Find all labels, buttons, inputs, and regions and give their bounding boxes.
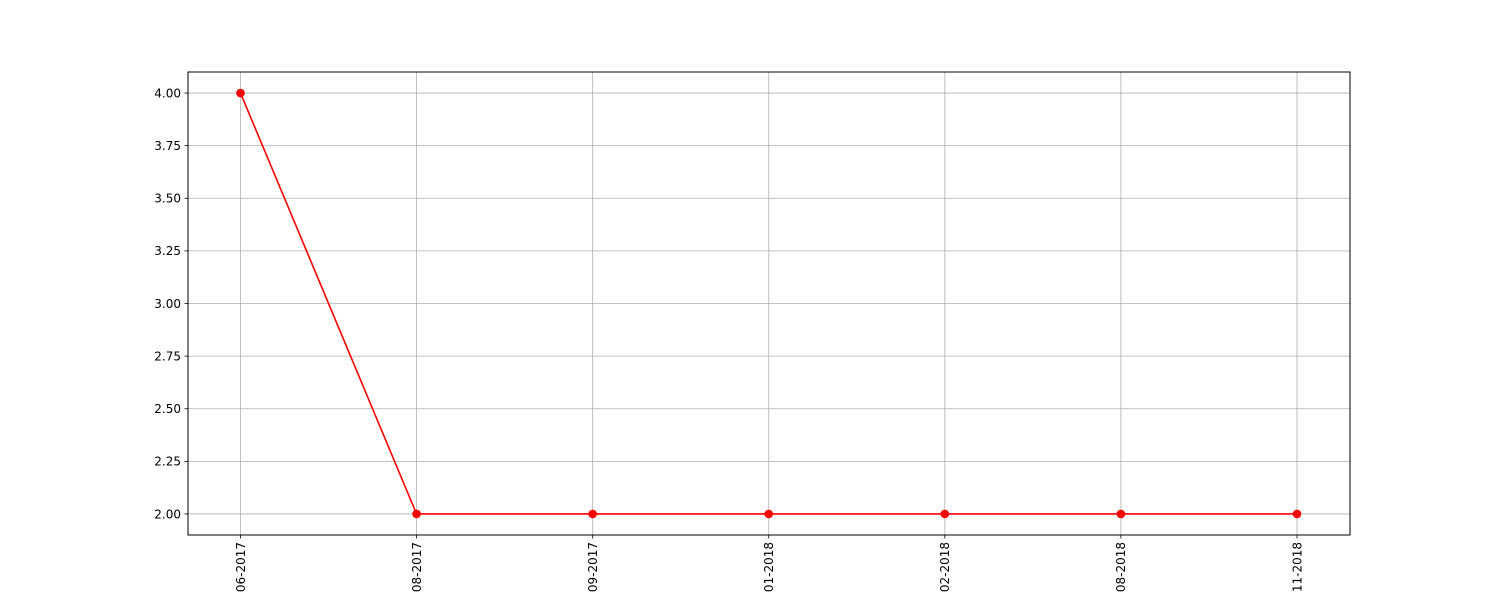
- y-axis-ticks: 2.00 2.25 2.50 2.75 3.00 3.25 3.50 3.75 4.00: [154, 86, 188, 521]
- y-tick-label: 3.25: [154, 244, 181, 258]
- y-tick-label: 3.50: [154, 192, 181, 206]
- x-tick-label: 09-2017: [586, 542, 600, 592]
- y-tick-label: 2.50: [154, 402, 181, 416]
- y-tick-label: 3.75: [154, 139, 181, 153]
- data-point: [940, 509, 950, 519]
- data-point: [588, 509, 597, 519]
- data-point: [1116, 509, 1126, 519]
- y-tick-label: 2.75: [154, 349, 181, 363]
- grid-lines: [188, 72, 1350, 535]
- data-point-layer: [236, 88, 1302, 519]
- y-tick-label: 3.00: [154, 297, 181, 311]
- x-tick-label: 11-2018: [1290, 542, 1304, 592]
- x-tick-label: 01-2018: [762, 542, 776, 592]
- y-tick-label: 2.00: [154, 507, 181, 521]
- y-tick-label: 2.25: [154, 455, 181, 469]
- x-tick-label: 02-2018: [938, 542, 952, 592]
- data-point: [412, 509, 421, 519]
- x-axis-ticks: 06-2017 08-2017 09-2017 01-2018 02-2018 08-20…: [234, 535, 1304, 592]
- x-tick-label: 08-2017: [410, 542, 424, 592]
- data-point: [1292, 509, 1302, 519]
- data-point: [764, 509, 774, 519]
- y-tick-label: 4.00: [154, 86, 181, 100]
- data-point: [236, 88, 245, 98]
- x-tick-label: 08-2018: [1114, 542, 1128, 592]
- x-tick-label: 06-2017: [234, 542, 248, 592]
